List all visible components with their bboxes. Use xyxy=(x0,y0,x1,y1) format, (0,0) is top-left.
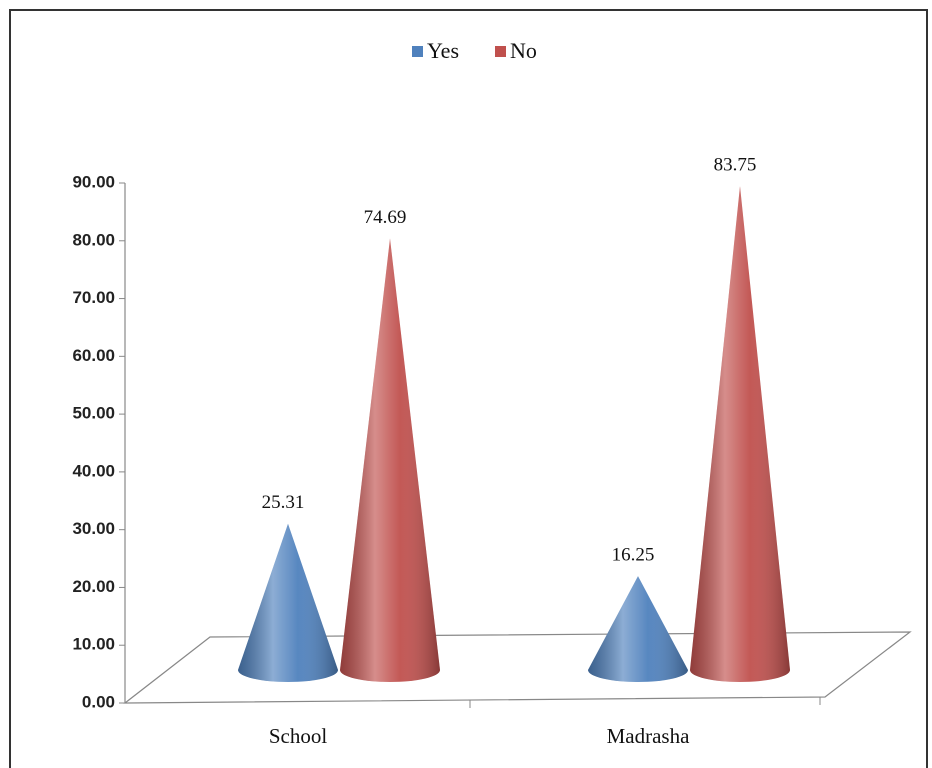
cone-shading xyxy=(340,238,440,683)
cone-shading xyxy=(238,523,338,682)
legend-label: No xyxy=(510,38,537,63)
data-label: 83.75 xyxy=(714,154,757,175)
chart-border xyxy=(9,9,928,768)
y-tick-label: 60.00 xyxy=(72,346,115,365)
data-label: 25.31 xyxy=(262,492,305,513)
y-tick-label: 30.00 xyxy=(72,519,115,538)
legend-label: Yes xyxy=(427,38,459,63)
y-tick-label: 70.00 xyxy=(72,288,115,307)
y-tick-label: 50.00 xyxy=(72,404,115,423)
cone-shading xyxy=(588,576,688,682)
legend-swatch xyxy=(412,46,423,57)
cone-shading xyxy=(690,186,790,682)
y-tick-label: 80.00 xyxy=(72,230,115,249)
floor xyxy=(123,631,912,704)
data-label: 16.25 xyxy=(612,544,655,565)
y-tick-label: 20.00 xyxy=(72,577,115,596)
data-label: 74.69 xyxy=(364,207,407,228)
x-tick-label: School xyxy=(269,724,328,748)
y-tick-label: 0.00 xyxy=(82,692,115,711)
x-tick-label: Madrasha xyxy=(607,724,690,748)
y-tick-label: 40.00 xyxy=(72,461,115,480)
y-tick-label: 10.00 xyxy=(72,635,115,654)
y-tick-label: 90.00 xyxy=(72,172,115,191)
legend-swatch xyxy=(495,46,506,57)
